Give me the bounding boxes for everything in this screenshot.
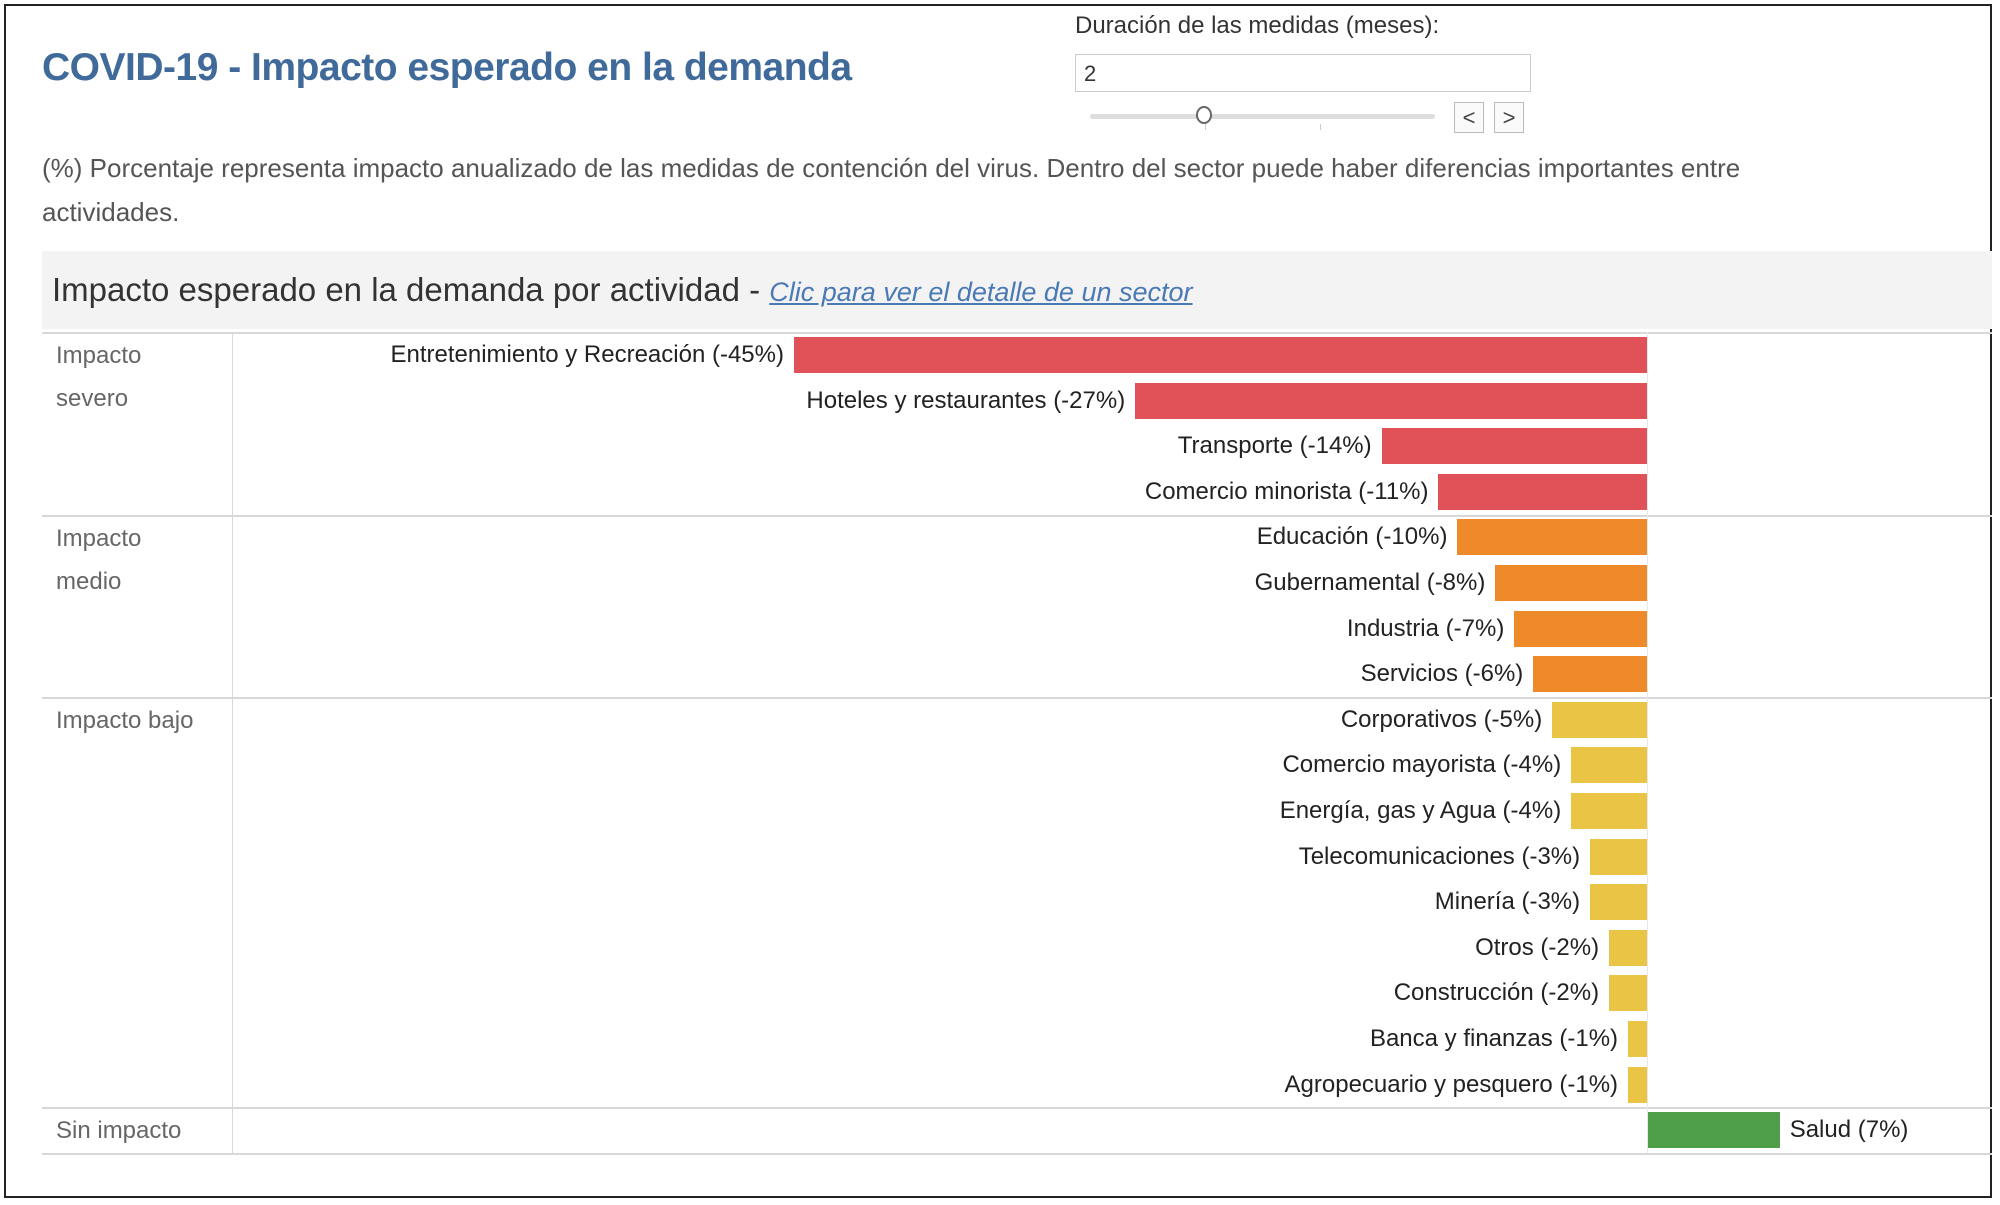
description: (%) Porcentaje representa impacto anuali… <box>42 153 1741 227</box>
bar-label: Gubernamental (-8%) <box>1254 569 1486 596</box>
row-header-divider <box>232 514 233 697</box>
bar-label: Entretenimiento y Recreación (-45%) <box>390 341 784 368</box>
row-header-divider <box>232 697 233 1108</box>
bar-label: Transporte (-14%) <box>1177 432 1372 460</box>
bar-label: Comercio minorista (-11%) <box>1144 477 1429 505</box>
group-divider <box>42 1107 1992 1110</box>
bar-severo[interactable] <box>794 337 1647 373</box>
page-title: COVID-19 - Impacto esperado en la demand… <box>42 46 852 89</box>
group-label: Impacto severo <box>56 342 142 412</box>
bar-medio[interactable] <box>1514 610 1647 647</box>
bar-label: Industria (-7%) <box>1346 614 1505 642</box>
bar-bajo[interactable] <box>1571 793 1647 829</box>
bar-label: Energía, gas y Agua (-4%) <box>1279 797 1562 824</box>
chart-title: Impacto esperado en la demanda por activ… <box>52 271 1193 309</box>
group-label: Impacto medio <box>56 524 142 595</box>
group-label: Sin impacto <box>56 1117 182 1145</box>
bar-label: Comercio mayorista (-4%) <box>1282 751 1562 779</box>
bar-bajo[interactable] <box>1609 929 1647 966</box>
bar-medio[interactable] <box>1495 565 1647 601</box>
sector-detail-link[interactable]: Clic para ver el detalle de un sector <box>769 277 1193 307</box>
group-divider <box>42 1153 1992 1155</box>
bar-bajo[interactable] <box>1571 747 1647 784</box>
zero-axis <box>1647 332 1648 515</box>
bar-label: Minería (-3%) <box>1434 888 1581 916</box>
slider-thumb[interactable] <box>1195 106 1212 124</box>
bar-label: Servicios (-6%) <box>1360 660 1524 688</box>
bar-label: Salud (7%) <box>1789 1116 1909 1144</box>
prev-button[interactable]: < <box>1454 102 1484 133</box>
slider-tick <box>1320 124 1321 130</box>
chart-header: Impacto esperado en la demanda por activ… <box>42 251 1992 329</box>
zero-axis <box>1647 1107 1648 1153</box>
chart-title-text: Impacto esperado en la demanda por activ… <box>52 271 770 308</box>
bar-bajo[interactable] <box>1590 838 1647 875</box>
bar-bajo[interactable] <box>1609 975 1647 1012</box>
group-divider <box>42 514 1992 517</box>
zero-axis <box>1647 697 1648 1108</box>
row-header-divider <box>232 332 233 515</box>
bar-severo[interactable] <box>1438 473 1647 510</box>
next-button[interactable]: > <box>1494 102 1524 133</box>
duration-slider[interactable] <box>1090 114 1435 119</box>
bar-label: Corporativos (-5%) <box>1340 705 1543 733</box>
bar-label: Banca y finanzas (-1%) <box>1369 1025 1619 1052</box>
duration-label: Duración de las medidas (meses): <box>1075 12 1440 39</box>
row-header-divider <box>232 1107 233 1153</box>
group-label: Impacto bajo <box>56 707 194 734</box>
slider-tick <box>1205 124 1206 130</box>
bar-label: Educación (-10%) <box>1256 523 1448 551</box>
bar-severo[interactable] <box>1381 428 1647 465</box>
bar-medio[interactable] <box>1533 656 1647 693</box>
dashboard-frame <box>4 4 1992 1198</box>
bar-bajo[interactable] <box>1590 884 1647 921</box>
bar-bajo[interactable] <box>1628 1021 1647 1057</box>
bar-medio[interactable] <box>1457 519 1647 556</box>
bar-label: Construcción (-2%) <box>1393 979 1600 1007</box>
bar-bajo[interactable] <box>1628 1066 1647 1103</box>
bar-sin[interactable] <box>1647 1112 1780 1149</box>
duration-input[interactable]: 2 <box>1075 54 1531 92</box>
bar-label: Telecomunicaciones (-3%) <box>1298 842 1581 870</box>
group-divider <box>42 697 1992 699</box>
bar-label: Agropecuario y pesquero (-1%) <box>1284 1070 1619 1098</box>
bar-severo[interactable] <box>1135 382 1647 419</box>
bar-bajo[interactable] <box>1552 701 1647 738</box>
bar-label: Hoteles y restaurantes (-27%) <box>806 386 1126 414</box>
group-divider <box>42 332 1992 334</box>
zero-axis <box>1647 514 1648 697</box>
bar-label: Otros (-2%) <box>1475 933 1600 961</box>
